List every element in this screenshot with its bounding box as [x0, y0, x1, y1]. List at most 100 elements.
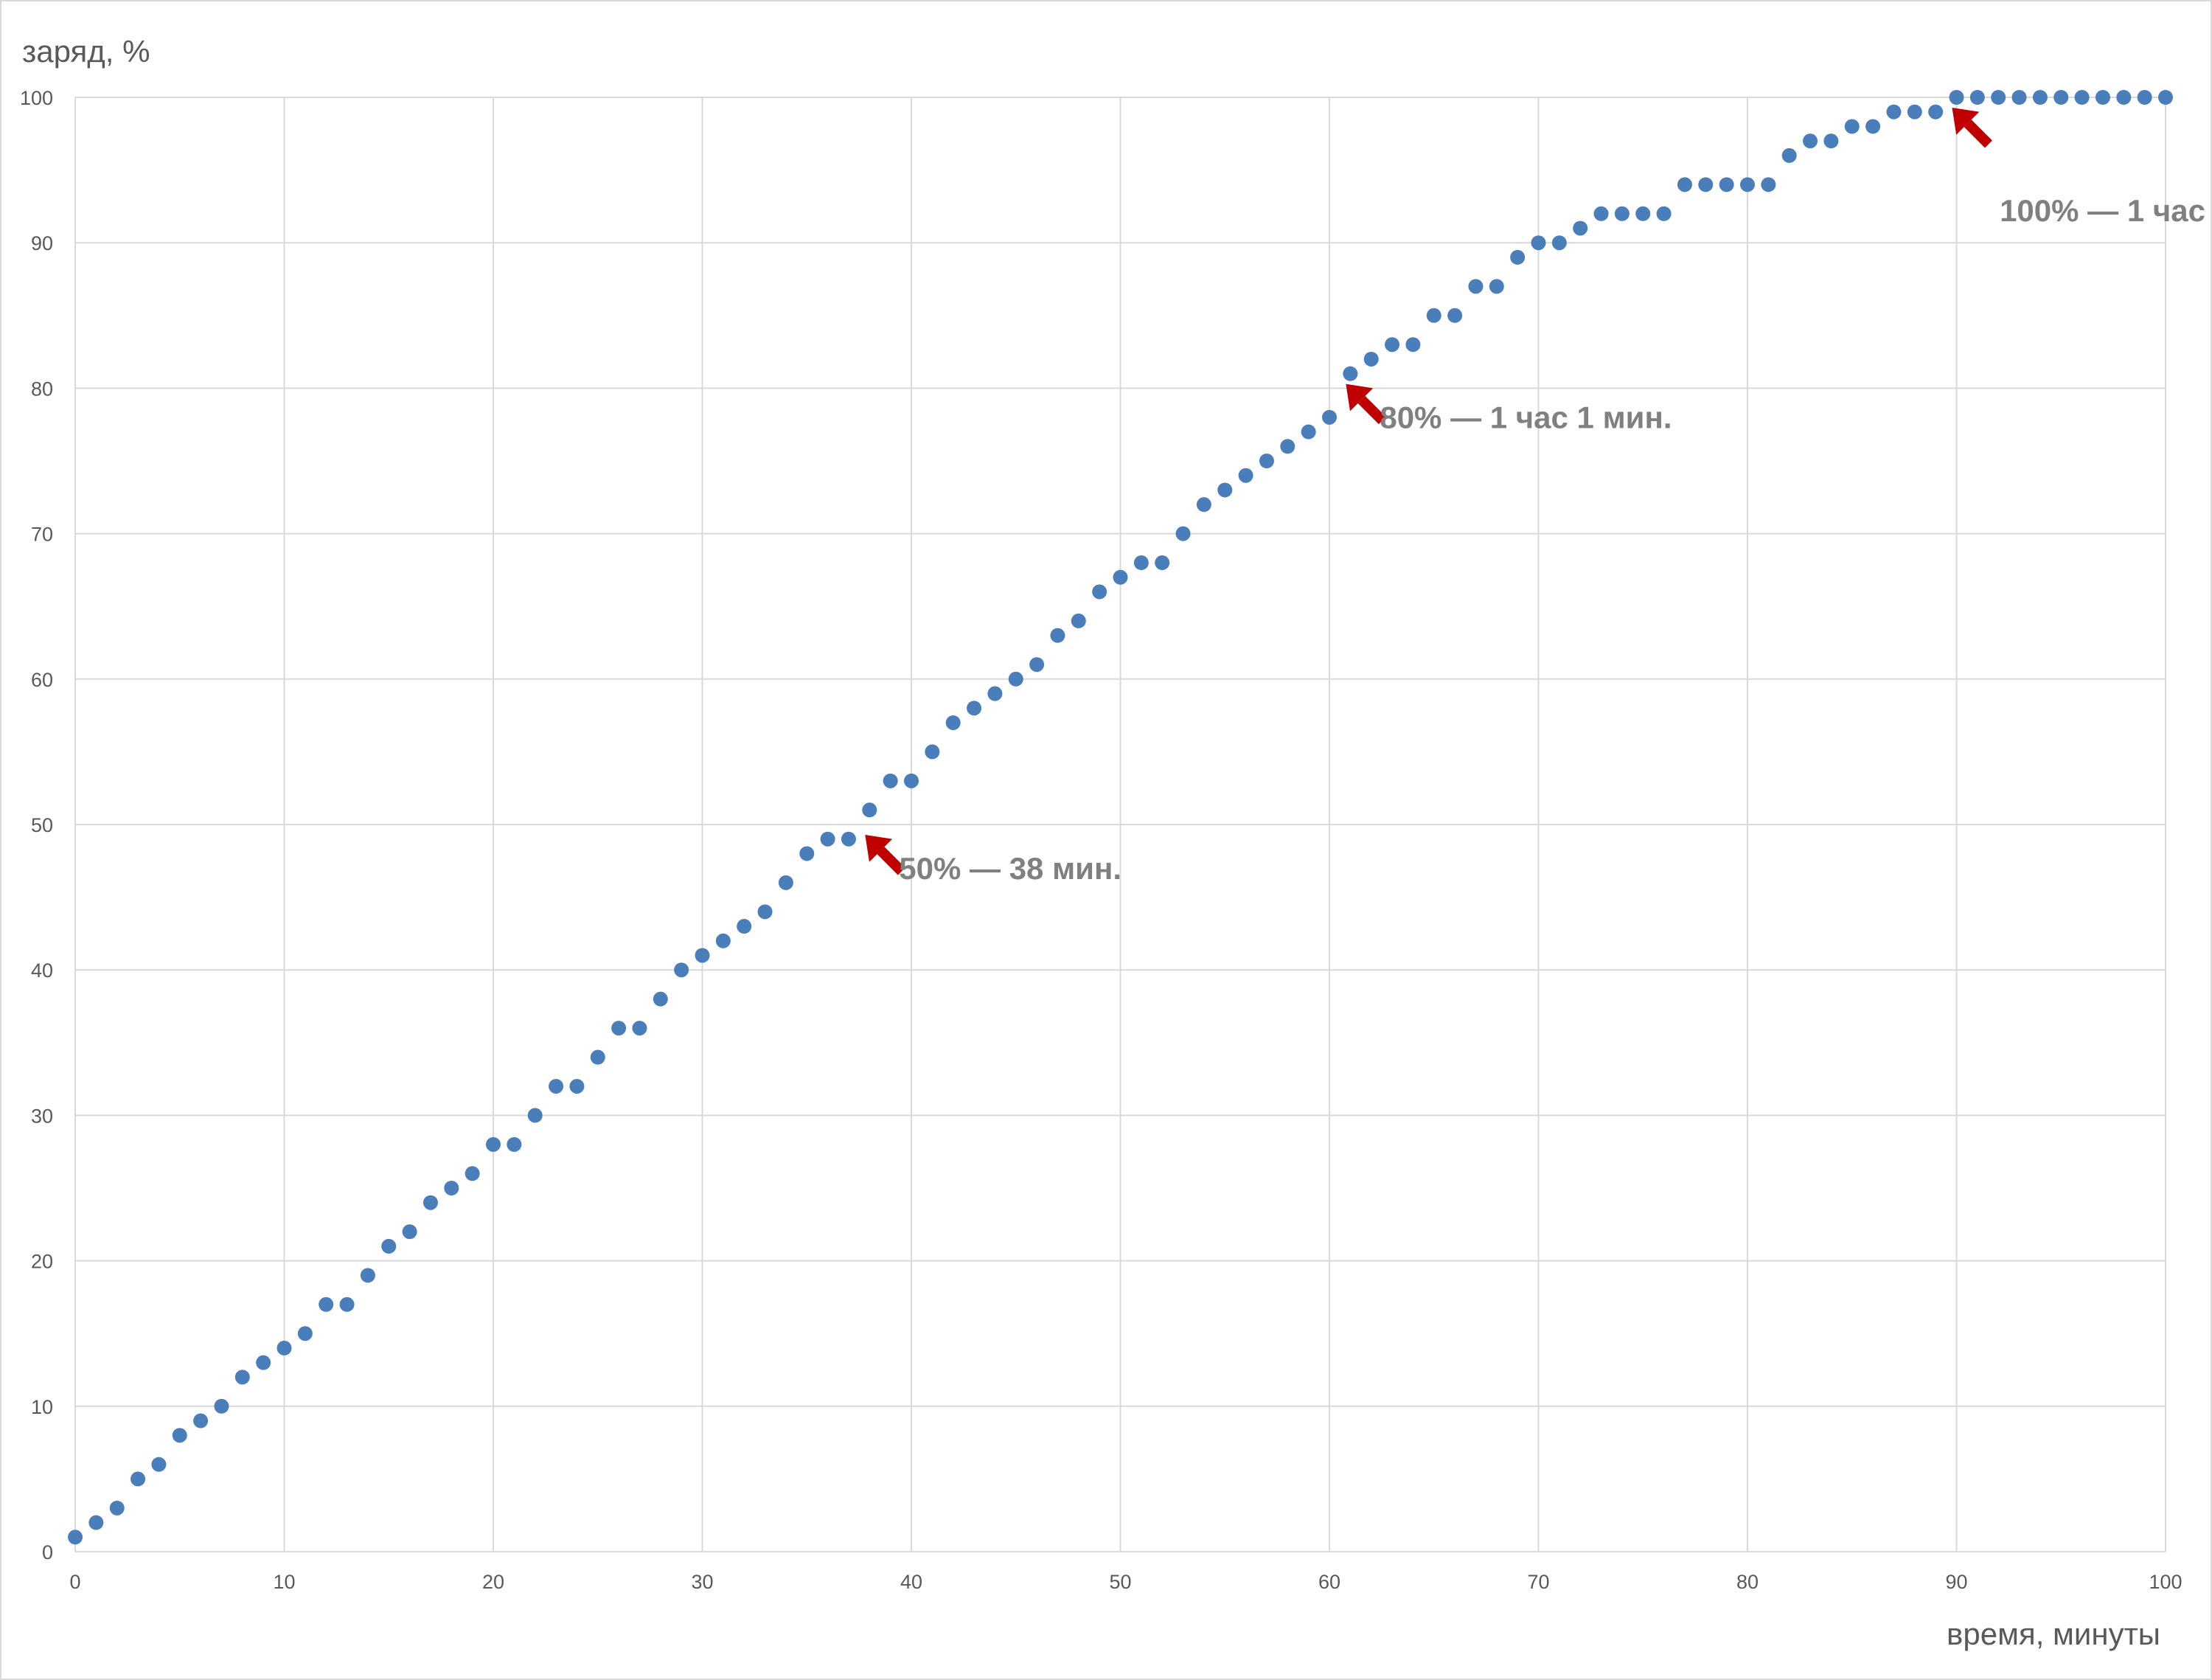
data-point	[1991, 90, 2006, 105]
x-tick-label: 20	[482, 1571, 504, 1593]
y-tick-label: 0	[42, 1541, 53, 1563]
data-point	[883, 773, 898, 788]
y-tick-label: 10	[31, 1396, 53, 1418]
data-point	[402, 1224, 417, 1240]
data-point	[527, 1108, 543, 1123]
data-point	[172, 1428, 187, 1443]
data-point	[820, 831, 835, 847]
data-point	[569, 1078, 585, 1094]
annotation-arrow-head	[1952, 108, 1980, 135]
data-point	[1092, 584, 1107, 600]
data-point	[967, 701, 982, 716]
x-axis-title: время, минуты	[1947, 1617, 2160, 1651]
data-point	[360, 1268, 375, 1283]
data-point	[757, 904, 773, 920]
data-point	[1447, 308, 1463, 323]
annotation: 80% — 1 час 1 мин.	[1346, 383, 1672, 435]
data-point	[234, 1370, 250, 1385]
data-point	[778, 875, 793, 890]
data-point	[1656, 206, 1672, 221]
data-point	[1635, 206, 1651, 221]
data-point	[2095, 90, 2110, 105]
data-point	[444, 1181, 459, 1195]
data-point	[1468, 279, 1484, 294]
data-point	[131, 1471, 146, 1487]
x-tick-labels: 0 10 20 30 40 50 60 70 80 90 100	[69, 1571, 2182, 1593]
annotation-arrow-head	[865, 835, 893, 862]
data-point	[88, 1515, 104, 1530]
data-point	[987, 686, 1003, 701]
data-point	[193, 1413, 209, 1429]
data-point	[1781, 147, 1797, 163]
data-point	[1928, 104, 1944, 119]
data-point	[862, 802, 877, 818]
x-tick-label: 90	[1945, 1571, 1967, 1593]
data-point	[904, 773, 919, 788]
data-point	[486, 1136, 501, 1152]
annotation-arrow-shaft	[1357, 395, 1386, 425]
data-point	[1844, 119, 1860, 134]
data-point	[695, 948, 710, 963]
data-point	[68, 1530, 83, 1545]
data-point	[2011, 90, 2027, 105]
data-point	[1405, 337, 1421, 353]
data-point	[1301, 424, 1316, 440]
annotation-label: 80% — 1 час 1 мин.	[1380, 400, 1672, 435]
data-point	[2137, 90, 2152, 105]
data-point	[1677, 177, 1692, 192]
data-point	[1886, 104, 1902, 119]
data-point	[1175, 526, 1191, 541]
data-point	[256, 1355, 271, 1370]
y-tick-label: 20	[31, 1251, 53, 1273]
data-point	[1259, 454, 1274, 468]
data-point	[465, 1166, 480, 1181]
annotation-label: 100% — 1 час 30 мин.	[2000, 193, 2212, 228]
data-point	[925, 744, 940, 760]
data-point	[297, 1326, 313, 1341]
y-tick-label: 100	[20, 87, 53, 109]
data-point	[1740, 177, 1755, 192]
data-point	[632, 1021, 647, 1036]
data-point	[2032, 90, 2048, 105]
y-axis-title: заряд, %	[22, 34, 150, 69]
data-point	[422, 1195, 438, 1210]
y-tick-label: 50	[31, 814, 53, 836]
data-point	[1426, 308, 1441, 323]
data-point	[1343, 366, 1358, 381]
x-tick-label: 60	[1318, 1571, 1340, 1593]
x-tick-label: 0	[69, 1571, 80, 1593]
y-tick-label: 70	[31, 524, 53, 546]
data-point	[1865, 119, 1881, 134]
data-point	[1029, 657, 1045, 673]
x-tick-label: 100	[2149, 1571, 2182, 1593]
data-point	[1217, 482, 1233, 498]
annotations: 50% — 38 мин. 80% — 1 час 1 мин. 100% — 1 …	[865, 108, 2212, 886]
data-point	[715, 933, 731, 948]
data-point	[1949, 90, 1964, 105]
data-point	[653, 991, 668, 1007]
data-point	[1489, 279, 1504, 294]
data-point	[1196, 497, 1211, 513]
x-tick-label: 10	[273, 1571, 295, 1593]
y-tick-label: 80	[31, 378, 53, 400]
y-tick-label: 90	[31, 232, 53, 254]
x-tick-label: 70	[1527, 1571, 1549, 1593]
data-point	[2158, 90, 2173, 105]
data-point	[1907, 104, 1922, 119]
x-tick-label: 50	[1109, 1571, 1131, 1593]
grid	[74, 97, 2166, 1552]
data-point	[1761, 177, 1776, 192]
data-points	[68, 90, 2173, 1545]
data-point	[1593, 206, 1609, 221]
data-point	[841, 831, 856, 847]
data-point	[674, 962, 689, 978]
data-point	[1614, 206, 1630, 221]
data-point	[1551, 235, 1567, 251]
data-point	[1531, 235, 1546, 251]
data-point	[799, 846, 815, 861]
x-tick-label: 40	[900, 1571, 922, 1593]
annotation-arrow-head	[1346, 383, 1374, 412]
data-point	[109, 1500, 125, 1516]
data-point	[1385, 337, 1400, 353]
